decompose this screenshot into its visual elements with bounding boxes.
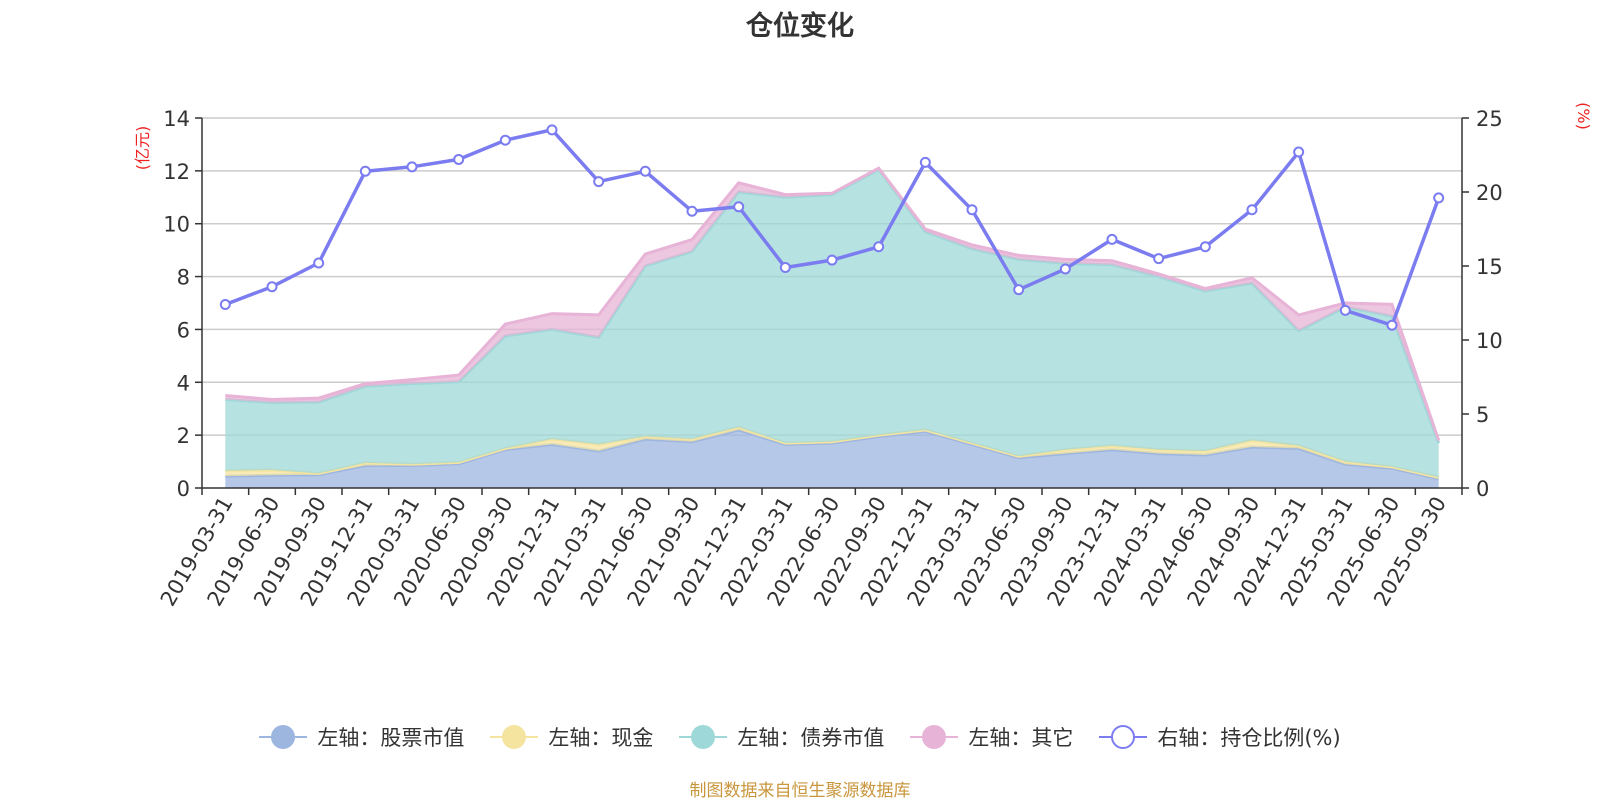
ratio-point — [593, 176, 605, 188]
left-axis-tick-label: 8 — [177, 266, 190, 290]
right-axis-tick-label: 10 — [1476, 329, 1503, 353]
legend-swatch — [910, 724, 959, 750]
left-axis-tick-label: 0 — [177, 477, 190, 501]
right-axis-tick-label: 20 — [1476, 181, 1503, 205]
ratio-point — [639, 165, 651, 177]
ratio-point — [546, 124, 558, 136]
source-note: 制图数据来自恒生聚源数据库 — [689, 781, 911, 801]
ratio-point — [1106, 233, 1118, 245]
legend-label: 左轴：其它 — [968, 726, 1074, 750]
ratio-point — [1433, 192, 1445, 204]
ratio-point — [406, 161, 418, 173]
stacked-areas — [225, 166, 1441, 488]
ratio-point — [499, 134, 511, 146]
ratio-line — [219, 124, 1445, 331]
area-左轴：现金 — [225, 427, 1439, 479]
right-axis-tick-label: 25 — [1476, 107, 1503, 131]
ratio-point — [1293, 146, 1305, 158]
left-axis-tick-label: 12 — [163, 160, 190, 184]
ratio-point — [1246, 204, 1258, 216]
legend-swatch — [1099, 724, 1148, 750]
ratio-point — [1199, 241, 1211, 253]
ratio-point — [1059, 263, 1071, 275]
legend-swatch — [490, 724, 539, 750]
ratio-point — [266, 281, 278, 293]
legend-label: 左轴：股票市值 — [317, 726, 465, 750]
legend-item[interactable]: 左轴：其它 — [910, 722, 1073, 752]
left-axis-tick-label: 2 — [177, 424, 190, 448]
area-左轴：股票市值 — [225, 429, 1439, 488]
chart-title: 仓位变化 — [746, 11, 854, 42]
ratio-point — [919, 156, 931, 168]
ratio-point — [1153, 253, 1165, 265]
left-axis-tick-label: 6 — [177, 318, 190, 342]
ratio-point — [1386, 319, 1398, 331]
legend-swatch — [259, 724, 308, 750]
position-chart: 0246810121405101520252019-03-312019-06-3… — [133, 102, 1593, 610]
legend-item[interactable]: 左轴：债券市值 — [679, 722, 884, 752]
legend-swatch — [679, 724, 728, 750]
right-axis-unit: (%) — [1574, 102, 1593, 130]
area-edge-左轴：其它 — [225, 166, 1441, 441]
left-axis-unit: (亿元) — [133, 126, 152, 171]
right-axis-tick-label: 0 — [1476, 477, 1489, 501]
legend-item[interactable]: 左轴：股票市值 — [259, 722, 464, 752]
area-左轴：债券市值 — [225, 169, 1439, 478]
left-axis-tick-label: 10 — [163, 213, 190, 237]
left-axis-tick-label: 14 — [163, 107, 190, 131]
ratio-point — [686, 205, 698, 217]
legend-label: 左轴：债券市值 — [737, 726, 885, 750]
ratio-point — [219, 298, 231, 310]
ratio-point — [966, 204, 978, 216]
ratio-point — [1013, 284, 1025, 296]
ratio-point — [1339, 304, 1351, 316]
ratio-point — [313, 257, 325, 269]
ratio-point — [779, 261, 791, 273]
legend: 左轴：股票市值 左轴：现金 左轴：债券市值 左轴：其它 右轴：持仓比例(%) — [0, 722, 1600, 752]
ratio-point — [826, 254, 838, 266]
ratio-point — [733, 201, 745, 213]
legend-label: 左轴：现金 — [548, 726, 654, 750]
left-axis-tick-label: 4 — [177, 371, 190, 395]
legend-item[interactable]: 右轴：持仓比例(%) — [1099, 722, 1341, 752]
legend-label: 右轴：持仓比例(%) — [1157, 726, 1341, 750]
ratio-point — [359, 165, 371, 177]
ratio-point — [453, 153, 465, 165]
right-axis-tick-label: 15 — [1476, 255, 1503, 279]
right-axis-tick-label: 5 — [1476, 403, 1489, 427]
ratio-point — [873, 241, 885, 253]
legend-item[interactable]: 左轴：现金 — [490, 722, 653, 752]
